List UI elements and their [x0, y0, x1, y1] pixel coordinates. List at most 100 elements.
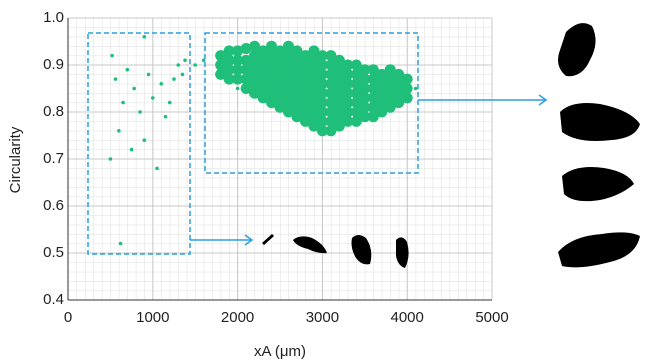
point	[299, 59, 311, 71]
point	[108, 157, 113, 161]
point	[118, 241, 123, 246]
x-tick-label: 1000	[136, 309, 169, 326]
point	[257, 54, 269, 66]
point	[125, 67, 130, 72]
point	[376, 68, 388, 80]
point	[367, 111, 379, 123]
points	[108, 35, 418, 246]
point	[117, 129, 121, 133]
point	[232, 45, 244, 57]
point	[359, 73, 371, 85]
point	[325, 115, 337, 127]
point	[176, 63, 181, 67]
point	[274, 54, 286, 66]
y-tick-label: 1.0	[43, 9, 64, 26]
point	[240, 43, 252, 55]
point	[350, 106, 362, 118]
point	[282, 59, 294, 71]
point	[274, 73, 286, 85]
point	[384, 101, 396, 113]
point	[393, 87, 405, 99]
point	[299, 87, 311, 99]
selection-box	[204, 32, 419, 174]
point	[350, 59, 362, 71]
x-tick-label: 5000	[475, 309, 508, 326]
point	[121, 100, 125, 105]
point	[240, 83, 252, 94]
point	[401, 83, 413, 94]
point	[282, 50, 294, 62]
point	[257, 64, 269, 76]
point	[266, 97, 278, 109]
point	[282, 40, 294, 52]
point	[129, 147, 134, 152]
point	[308, 54, 320, 66]
point	[240, 73, 252, 85]
point	[257, 73, 269, 85]
point	[282, 106, 294, 118]
point	[401, 73, 413, 85]
point	[274, 64, 286, 76]
point	[333, 92, 345, 104]
point	[257, 83, 269, 94]
point	[266, 59, 278, 71]
point	[350, 97, 362, 109]
point	[393, 68, 405, 80]
point	[308, 73, 320, 85]
point	[384, 73, 396, 85]
y-tick-label: 0.5	[43, 244, 64, 261]
point	[235, 86, 240, 91]
point	[223, 64, 235, 76]
point	[249, 50, 261, 62]
point	[333, 120, 345, 132]
particle-shape	[396, 237, 409, 268]
point	[146, 72, 151, 77]
y-tick-label: 0.6	[43, 197, 64, 214]
point	[151, 96, 155, 100]
point	[401, 92, 413, 104]
y-tick-label: 0.4	[43, 291, 64, 308]
point	[367, 64, 379, 76]
point	[299, 115, 311, 127]
y-tick-label: 0.8	[43, 103, 64, 120]
point	[308, 45, 320, 57]
point	[359, 64, 371, 76]
point	[393, 97, 405, 109]
point	[291, 83, 303, 94]
point	[266, 40, 278, 52]
particle-shape	[560, 103, 640, 141]
point	[350, 115, 362, 127]
point	[155, 166, 159, 171]
point	[172, 77, 176, 81]
point	[342, 78, 354, 90]
point	[316, 50, 328, 62]
point	[266, 68, 278, 80]
y-axis-label: Circularity	[7, 126, 24, 193]
x-axis-label: xA (μm)	[254, 343, 306, 360]
point	[342, 115, 354, 127]
point	[350, 68, 362, 80]
x-tick-label: 2000	[221, 309, 254, 326]
point	[232, 73, 244, 85]
point	[291, 73, 303, 85]
point	[359, 111, 371, 123]
point	[308, 120, 320, 132]
point	[257, 92, 269, 104]
selection-box	[87, 32, 191, 255]
point	[291, 101, 303, 113]
point	[333, 101, 345, 113]
point	[299, 97, 311, 109]
point	[308, 64, 320, 76]
point	[316, 106, 328, 118]
point	[215, 68, 227, 80]
point	[367, 73, 379, 85]
point	[325, 78, 337, 90]
point	[299, 78, 311, 90]
point	[376, 78, 388, 90]
point	[384, 64, 396, 76]
x-tick-label: 4000	[391, 309, 424, 326]
point	[282, 87, 294, 99]
point	[308, 111, 320, 123]
point	[291, 54, 303, 66]
